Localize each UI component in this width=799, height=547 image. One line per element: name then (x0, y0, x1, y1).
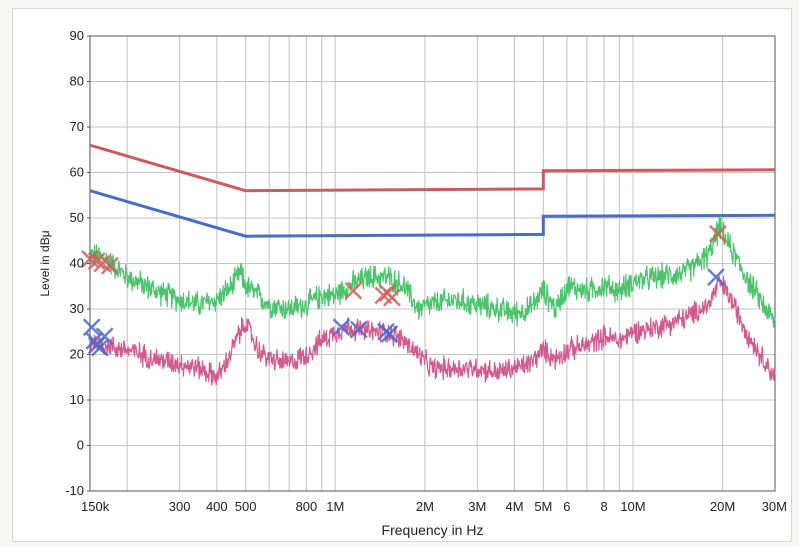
x-axis-label: Frequency in Hz (382, 522, 484, 538)
peak-marker (344, 281, 363, 300)
x-tick-label: 300 (169, 499, 191, 514)
x-tick-label: 30M (762, 499, 787, 514)
peak-marker (383, 288, 401, 307)
marker-layer (81, 225, 727, 357)
peak-marker (349, 320, 368, 339)
y-tick-label: 70 (70, 119, 84, 134)
x-tick-label: 20M (710, 499, 735, 514)
peak-marker (87, 252, 106, 271)
grid-layer (90, 35, 776, 492)
y-tick-label: 30 (70, 301, 84, 316)
y-tick-label: 0 (77, 438, 84, 453)
x-tick-label: 150k (81, 499, 110, 514)
x-tick-label: 500 (235, 499, 257, 514)
y-tick-label: 80 (70, 74, 84, 89)
peak-marker (95, 327, 114, 346)
peak-marker (101, 256, 119, 275)
y-tick-label: 20 (70, 347, 84, 362)
x-tick-label: 4M (505, 499, 523, 514)
limit-line-0 (89, 143, 776, 193)
measurement-trace-2 (89, 215, 776, 328)
y-tick-label: -10 (65, 483, 84, 498)
x-tick-label: 6 (563, 499, 570, 514)
limit-line-1 (89, 189, 776, 238)
y-tick-label: 50 (70, 210, 84, 225)
peak-marker (332, 318, 351, 337)
chart-frame: -10 0 10 20 30 40 50 60 70 80 90 150k 300 400 500 800 1… (12, 8, 792, 542)
x-tick-labels: 150k 300 400 500 800 1M 2M 3M 4M 5M 6 8 10M 20M 30M (81, 499, 787, 514)
x-tick-label: 800 (296, 499, 318, 514)
x-tick-label: 2M (416, 499, 434, 514)
series-layer (89, 143, 776, 386)
peak-marker (707, 268, 725, 287)
peak-marker (709, 225, 727, 243)
y-axis-label: Level in dBμ (38, 230, 52, 296)
x-tick-label: 10M (620, 499, 645, 514)
peak-marker (82, 318, 101, 337)
x-tick-label: 1M (326, 499, 344, 514)
y-tick-labels: -10 0 10 20 30 40 50 60 70 80 90 (65, 28, 90, 498)
y-tick-label: 90 (70, 28, 84, 43)
peak-marker (380, 325, 399, 343)
y-tick-label: 60 (70, 165, 84, 180)
x-tick-label: 3M (468, 499, 486, 514)
x-tick-label: 8 (600, 499, 607, 514)
peak-marker (91, 338, 109, 357)
y-tick-label: 40 (70, 256, 84, 271)
measurement-trace-3 (89, 275, 776, 386)
x-tick-label: 400 (206, 499, 228, 514)
y-tick-label: 10 (70, 392, 84, 407)
x-tick-label: 5M (534, 499, 552, 514)
